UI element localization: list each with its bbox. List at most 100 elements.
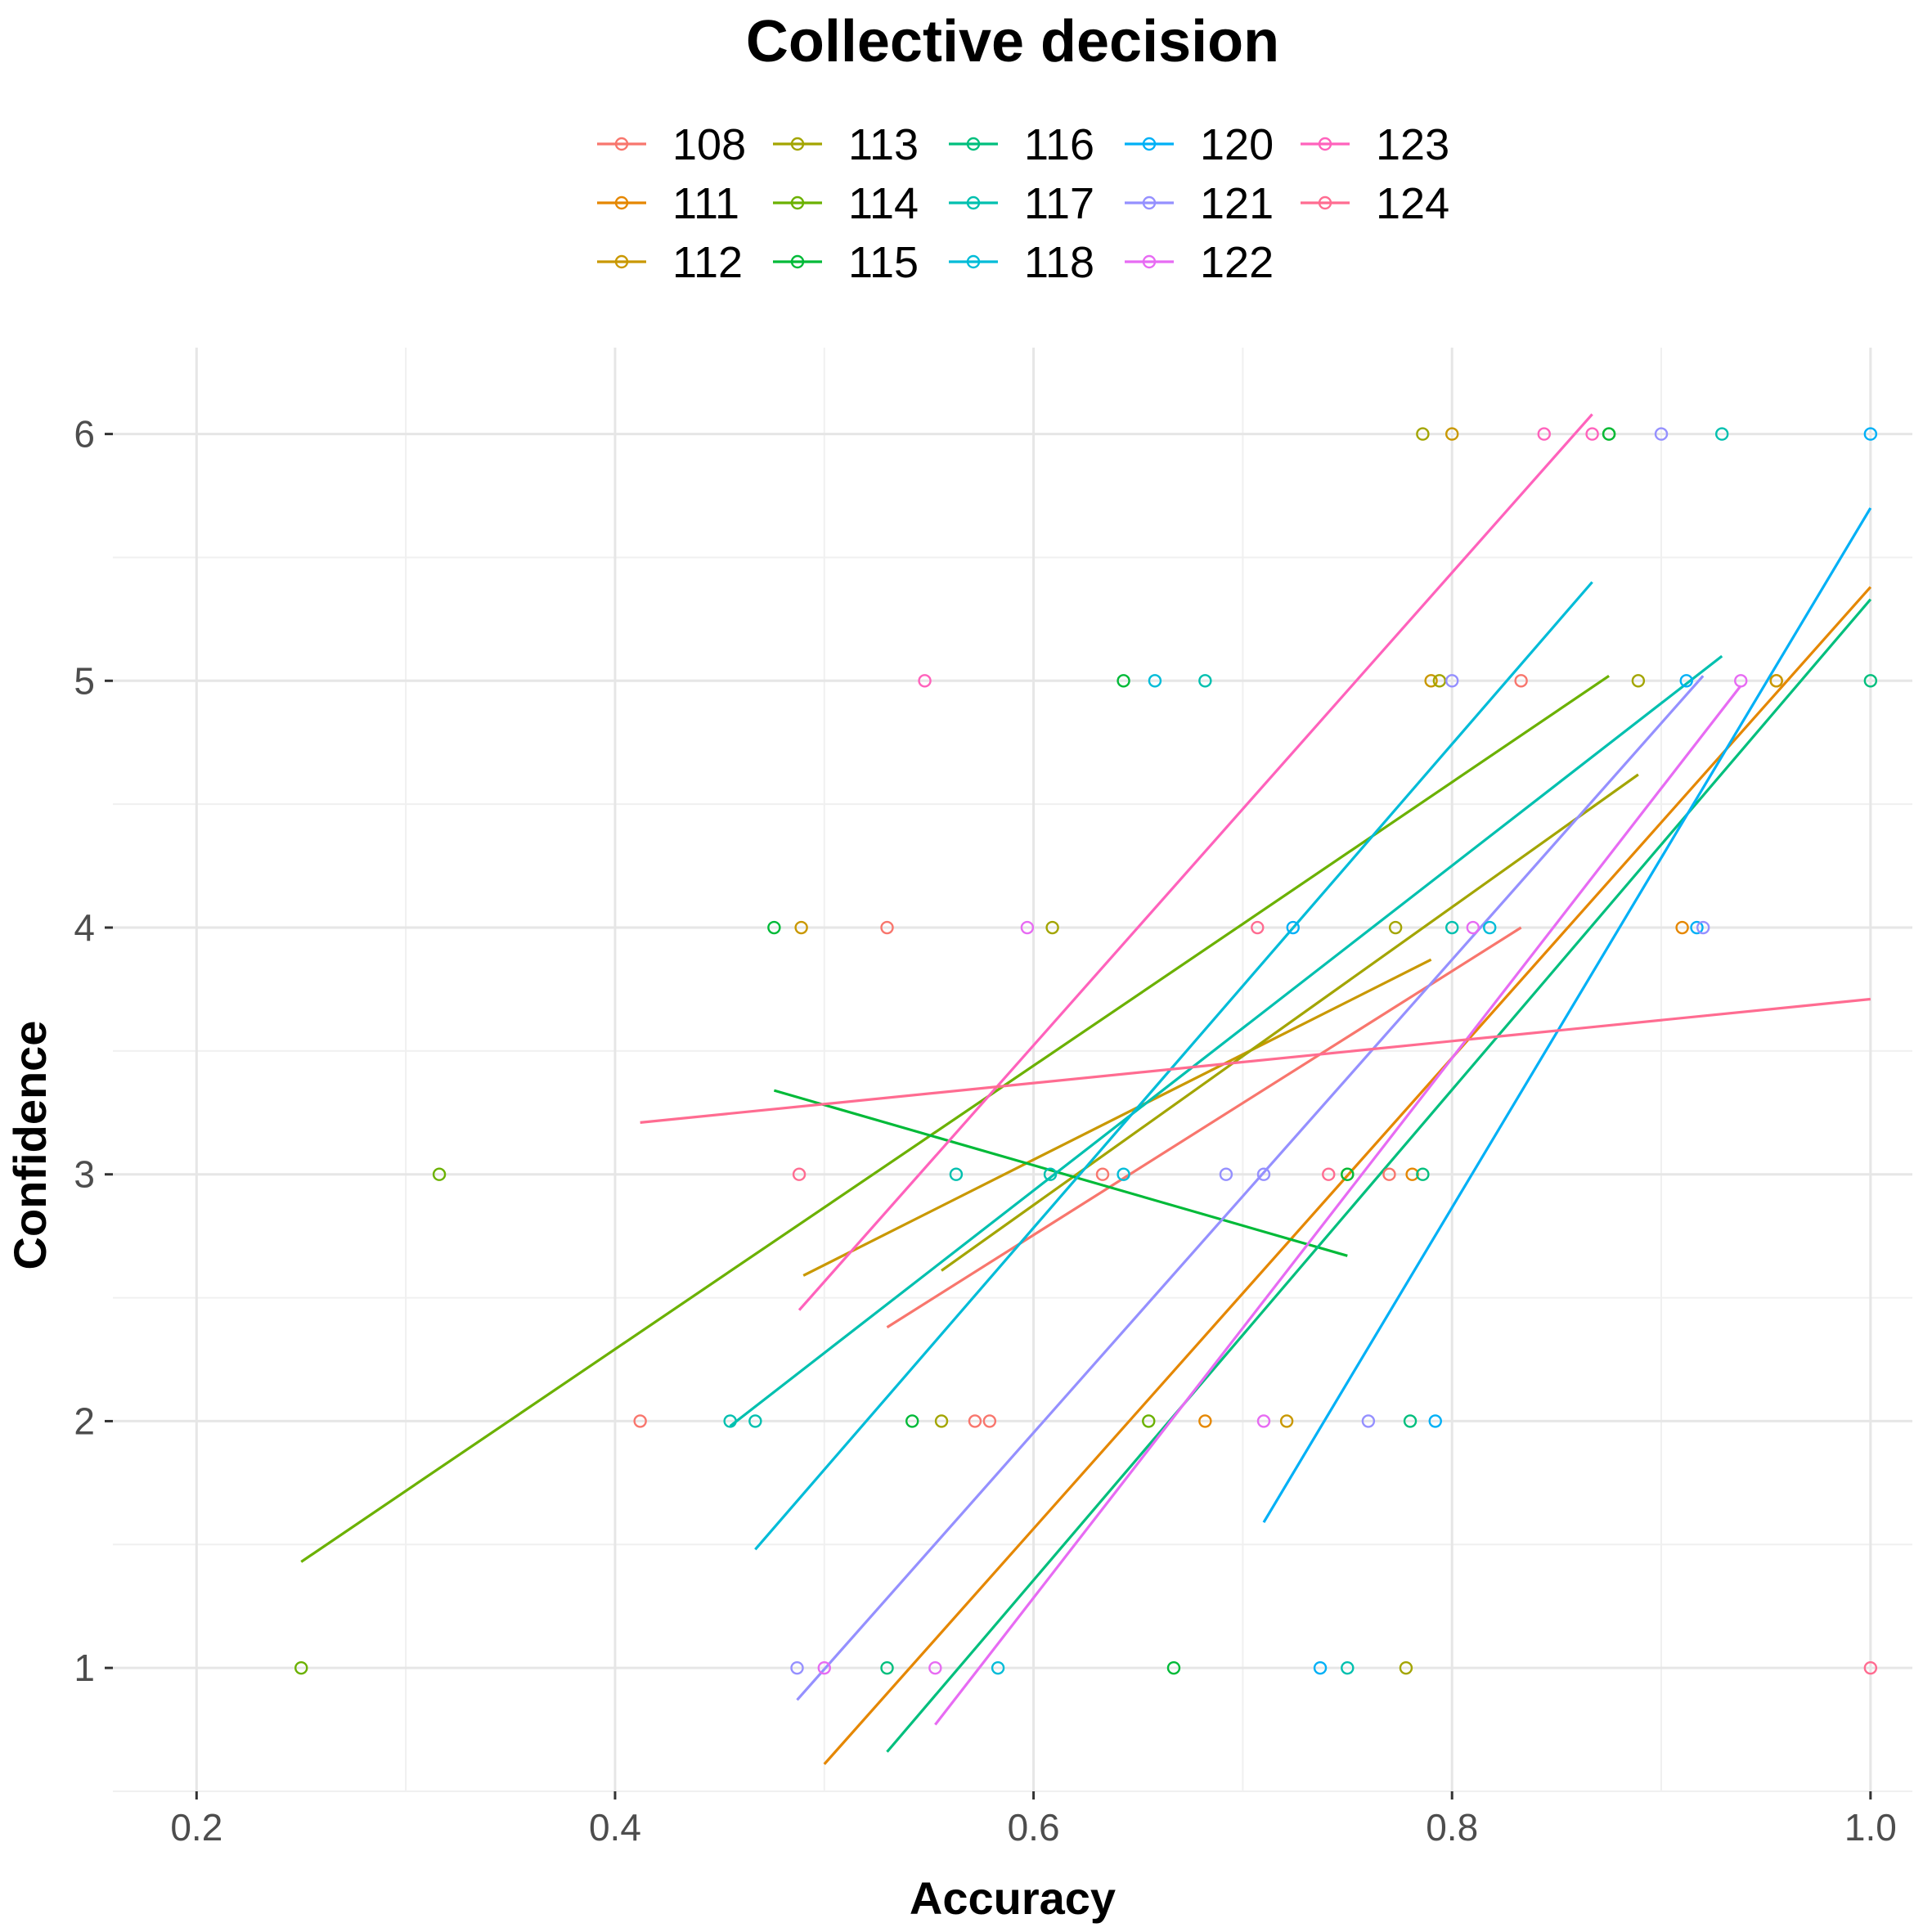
x-tick-label: 1.0 [1844,1806,1897,1849]
data-point-108 [1382,1167,1396,1181]
fit-line-113 [941,773,1639,1272]
gridlines [113,348,1912,1792]
data-point-123 [1585,427,1599,441]
data-point-108 [968,1414,982,1428]
legend-item-113: 113 [773,120,919,169]
data-point-112 [1279,1414,1294,1428]
legend-key-point [1142,254,1157,269]
data-point-121 [1654,427,1669,441]
data-point-112 [794,920,808,935]
legend-item-108: 108 [597,120,746,169]
data-point-108 [880,920,894,935]
legend-item-111: 111 [597,179,739,228]
fit-line-124 [640,997,1871,1124]
legend-item-123: 123 [1301,120,1449,169]
data-point-113 [1388,920,1403,935]
fit-lines [300,413,1872,1765]
legend-item-116: 116 [949,120,1094,169]
legend-key-point [1142,195,1157,210]
data-point-115 [1341,1167,1355,1181]
data-point-121 [1445,674,1459,688]
data-point-113 [1416,427,1430,441]
legend-key-point [790,137,805,151]
legend-key-point [614,254,629,269]
fit-line-121 [796,675,1705,1701]
y-tick-label: 6 [74,413,95,456]
data-point-113 [1432,674,1447,688]
data-point-122 [928,1660,942,1675]
data-point-113 [1399,1660,1413,1675]
data-point-120 [1679,674,1693,688]
data-point-118 [1483,920,1497,935]
data-point-108 [1514,674,1528,688]
legend-item-114: 114 [773,179,919,228]
fit-line-122 [934,685,1742,1726]
data-point-117 [1715,427,1729,441]
x-tick-label: 0.2 [170,1806,222,1849]
legend-key-point [966,195,981,210]
data-point-122 [817,1660,831,1675]
data-point-116 [880,1660,894,1675]
data-point-120 [1313,1660,1328,1675]
data-point-116 [1403,1414,1418,1428]
x-axis-title: Accuracy [910,1872,1116,1924]
y-tick-label: 5 [74,659,95,702]
data-point-111 [1198,1414,1212,1428]
data-point-124 [1322,1167,1336,1181]
legend-label: 120 [1200,120,1274,169]
fit-line-108 [886,926,1522,1329]
fit-line-112 [802,958,1432,1277]
data-point-120 [1863,427,1878,441]
data-point-114 [432,1167,447,1181]
y-axis: 1 2 3 4 5 6 [74,413,113,1689]
data-points [294,427,1878,1675]
legend-key-point [614,137,629,151]
data-point-120 [1428,1414,1442,1428]
data-point-117 [1198,674,1212,688]
legend-item-112: 112 [597,238,743,287]
y-tick-label: 4 [74,906,95,949]
legend-label: 117 [1024,179,1094,228]
x-axis: 0.2 0.4 0.6 0.8 1.0 [170,1791,1897,1849]
legend-label: 113 [848,120,919,169]
legend: 108 111 112 113 114 115 116 117 118 120 121 122 123 1… [597,120,1449,287]
data-point-121 [1219,1167,1233,1181]
x-tick-label: 0.8 [1426,1806,1478,1849]
data-point-120 [1286,920,1300,935]
legend-item-117: 117 [949,179,1094,228]
data-point-116 [1863,674,1878,688]
legend-label: 115 [848,238,919,287]
legend-label: 116 [1024,120,1094,169]
fit-line-118 [754,581,1593,1551]
fit-line-120 [1262,507,1872,1523]
data-point-122 [1734,674,1748,688]
data-point-120 [1690,920,1704,935]
legend-item-121: 121 [1125,179,1274,228]
fit-line-111 [823,586,1872,1765]
fit-line-123 [798,413,1593,1311]
data-point-122 [1256,1414,1271,1428]
legend-key-point [1318,195,1332,210]
data-point-117 [723,1414,737,1428]
data-point-112 [1424,674,1438,688]
legend-label: 124 [1376,179,1449,228]
legend-key-point [790,254,805,269]
data-point-123 [1537,427,1551,441]
data-point-113 [1631,674,1646,688]
data-point-108 [633,1414,647,1428]
data-point-122 [1020,920,1035,935]
data-point-115 [1117,674,1130,688]
data-point-124 [1863,1660,1878,1675]
data-point-108 [982,1414,997,1428]
legend-key-point [966,137,981,151]
data-point-123 [918,674,932,688]
data-point-112 [1445,427,1459,441]
data-point-111 [1405,1167,1419,1181]
fit-line-115 [773,1089,1348,1257]
data-point-116 [1416,1167,1430,1181]
data-point-121 [1696,920,1710,935]
y-tick-label: 1 [74,1647,95,1689]
x-tick-label: 0.4 [589,1806,641,1849]
data-point-111 [1675,920,1689,935]
fit-line-114 [300,674,1610,1563]
